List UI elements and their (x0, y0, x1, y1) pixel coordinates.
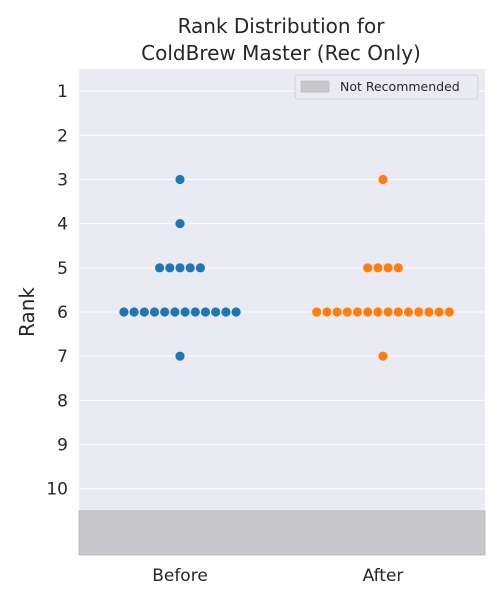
data-point-after-7 (332, 307, 342, 317)
data-point-after-0 (378, 174, 388, 185)
data-point-after-18 (444, 307, 454, 317)
data-point-before-13 (180, 307, 190, 317)
y-tick-label-10: 10 (46, 480, 68, 500)
y-tick-label-8: 8 (57, 391, 68, 411)
data-point-before-4 (175, 263, 185, 273)
chart-title-line-1: Rank Distribution for (178, 14, 386, 38)
legend: Not Recommended (294, 74, 479, 100)
y-axis-label: Rank (15, 287, 39, 337)
x-tick-label-before: Before (152, 566, 208, 586)
data-point-after-4 (393, 263, 403, 273)
y-tick-label-7: 7 (57, 347, 68, 367)
data-point-after-1 (363, 263, 373, 273)
data-point-after-3 (383, 263, 393, 273)
data-point-before-11 (160, 307, 170, 317)
y-tick-label-9: 9 (57, 436, 68, 456)
data-point-before-3 (165, 263, 175, 273)
y-tick-label-1: 1 (57, 82, 68, 102)
not-recommended-band (78, 510, 486, 556)
data-point-after-5 (312, 307, 322, 317)
data-point-after-12 (383, 307, 393, 317)
y-tick-label-6: 6 (57, 303, 68, 323)
data-points (119, 174, 454, 361)
data-point-before-10 (149, 307, 160, 317)
data-point-before-2 (155, 263, 165, 273)
legend-swatch-not-recommended (300, 80, 330, 93)
data-point-after-16 (424, 307, 434, 317)
data-point-before-1 (175, 219, 185, 229)
data-point-after-6 (322, 307, 332, 317)
data-point-before-12 (170, 307, 180, 317)
data-point-after-17 (434, 307, 444, 317)
y-tick-label-5: 5 (57, 259, 68, 279)
chart-title-line-2: ColdBrew Master (Rec Only) (141, 41, 421, 65)
data-point-after-2 (373, 263, 383, 273)
data-point-after-15 (414, 307, 424, 317)
x-tick-labels: Before After (152, 566, 403, 586)
data-point-after-14 (403, 307, 414, 317)
y-tick-labels: 1 2 3 4 5 6 7 8 9 10 (46, 82, 68, 500)
data-point-after-8 (342, 307, 352, 317)
data-point-before-9 (139, 307, 149, 317)
y-tick-label-4: 4 (57, 215, 68, 235)
legend-label-not-recommended: Not Recommended (340, 79, 460, 94)
data-point-before-15 (200, 307, 211, 317)
data-point-after-10 (363, 307, 373, 317)
y-tick-label-2: 2 (57, 126, 68, 146)
grid-lines (79, 90, 485, 490)
data-point-before-19 (175, 351, 185, 361)
data-point-before-6 (195, 263, 205, 273)
data-point-before-16 (211, 307, 221, 317)
legend-box (294, 74, 479, 100)
data-point-after-11 (373, 307, 383, 317)
data-point-before-5 (185, 263, 195, 273)
data-point-before-14 (190, 307, 200, 317)
data-point-before-0 (175, 174, 185, 185)
x-tick-label-after: After (363, 566, 404, 586)
data-point-after-9 (352, 307, 363, 317)
data-point-before-18 (231, 307, 241, 317)
data-point-before-7 (119, 307, 129, 317)
data-point-before-8 (129, 307, 139, 317)
data-point-after-19 (378, 351, 388, 361)
y-tick-label-3: 3 (57, 170, 68, 190)
data-point-before-17 (221, 307, 231, 317)
data-point-after-13 (393, 307, 403, 317)
